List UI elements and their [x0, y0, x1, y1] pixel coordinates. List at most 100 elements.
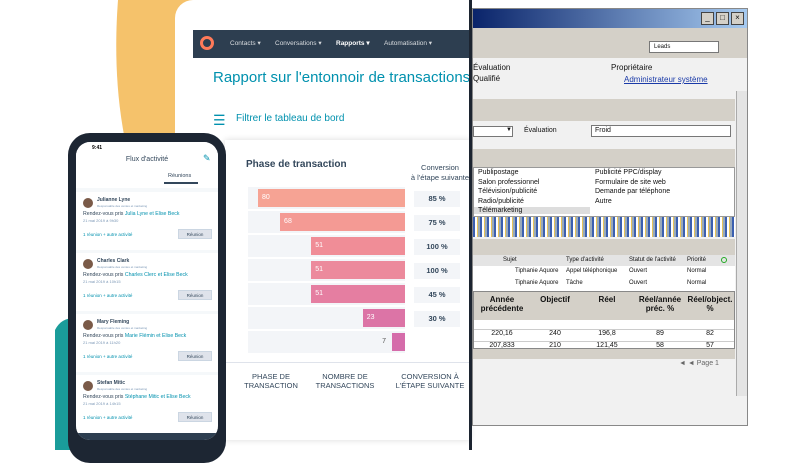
cell: Normal [687, 268, 707, 274]
funnel-label: 51 [315, 242, 324, 249]
section-band [473, 239, 735, 255]
cell: 82 [686, 329, 734, 337]
filter-icon[interactable]: ☰ [213, 112, 226, 128]
cell: Tiphanie Aquore [515, 268, 559, 274]
title-bar [473, 9, 747, 28]
funnel-row-bg [248, 331, 405, 353]
filter-link[interactable]: Filtrer le tableau de bord [236, 113, 345, 124]
lookup-select[interactable]: Leads [649, 41, 719, 53]
nav-item[interactable]: Conversations ▾ [275, 40, 322, 47]
meeting-prefix: Rendez-vous pris [83, 333, 124, 339]
divider [469, 0, 472, 450]
rating-label: Évaluation [473, 63, 511, 72]
source-item[interactable]: Autre [595, 197, 612, 205]
column-header: Statut de l'activité [629, 257, 676, 263]
rating-field-text: Froid [595, 127, 611, 134]
vscroll[interactable] [736, 91, 747, 396]
meeting-date: 21 mai 2019 à 14h15 [83, 401, 121, 406]
cell: 207,833 [474, 341, 530, 349]
contact-role: Responsable des ventes et marketing [97, 265, 148, 269]
cell: 57 [686, 341, 734, 349]
source-item[interactable]: Publipostage [478, 169, 519, 176]
rating-field[interactable]: Froid [591, 125, 731, 137]
nav-text: Contacts [230, 40, 256, 47]
select[interactable]: ▼ [473, 126, 513, 137]
column-header: Priorité [687, 257, 707, 263]
header-band [474, 292, 734, 320]
meeting-prefix: Rendez-vous pris [83, 394, 124, 400]
funnel-label: 80 [262, 194, 270, 201]
pager[interactable]: ◄ ◄ Page 1 [679, 360, 719, 367]
rating-field-label: Évaluation [524, 127, 557, 134]
close[interactable]: × [731, 12, 744, 25]
contact-role: Responsable des ventes et marketing [97, 204, 148, 208]
funnel-label: 51 [315, 290, 324, 297]
meeting-prefix: Rendez-vous pris [83, 272, 124, 278]
source-item[interactable]: Demande par téléphone [595, 188, 671, 195]
minimize[interactable]: _ [701, 12, 714, 25]
meeting-prefix: Rendez-vous pris [83, 211, 124, 217]
phone-title: Flux d'activité [125, 156, 169, 163]
activity-link[interactable]: 1 réunion + autre activité [83, 293, 133, 298]
column-header: Année précédente [480, 295, 524, 313]
conversion-label: 100 % [414, 263, 460, 279]
page-text: Page 1 [696, 360, 719, 367]
activity-link[interactable]: 1 réunion + autre activité [83, 415, 133, 420]
cell: Normal [687, 280, 707, 286]
tab-underline [164, 182, 198, 184]
funnel-bar [311, 237, 405, 255]
funnel-bar [258, 189, 405, 207]
source-item[interactable]: Publicité PPC/display [595, 169, 662, 176]
footer-label: PHASE DE TRANSACTION [244, 372, 298, 390]
meeting-button[interactable]: Réunion [178, 412, 212, 422]
source-item[interactable]: Formulaire de site web [595, 178, 666, 186]
source-item[interactable]: Radio/publicité [478, 197, 524, 205]
status-time: 9:41 [92, 145, 103, 151]
crm-window: _ □ × Leads Évaluation Qualifié Propriét… [472, 8, 748, 426]
phone-header [76, 142, 218, 188]
lookup-text: Leads [654, 44, 671, 50]
nav-text: Rapports [336, 40, 365, 47]
column-header: Objectif [540, 295, 570, 304]
column-header: Réel/année préc. % [638, 295, 682, 313]
conv-h2: à l'étape suivante [410, 173, 470, 182]
nav-item[interactable]: Rapports ▾ [336, 40, 370, 47]
funnel-label: 51 [315, 266, 324, 273]
source-item[interactable]: Télémarketing [474, 207, 590, 214]
phase-header: Phase de transaction [246, 159, 347, 170]
owner-link[interactable]: Administrateur système [624, 75, 708, 84]
conv-h1: Conversion [421, 163, 459, 172]
nav-item[interactable]: Contacts ▾ [230, 40, 261, 47]
phone-screen: 9:41 Flux d'activité ✎ Réunions Julianne… [76, 142, 218, 440]
cell: 58 [634, 341, 686, 349]
cell: 89 [634, 329, 686, 337]
compose-icon[interactable]: ✎ [203, 153, 211, 163]
meeting-text: Rendez-vous pris Stéphane Mitic et Elise… [83, 394, 191, 400]
meeting-button[interactable]: Réunion [178, 229, 212, 239]
maximize[interactable]: □ [716, 12, 729, 25]
footer-rule [225, 362, 470, 363]
hscroll[interactable] [473, 349, 735, 359]
funnel-bar [311, 261, 405, 279]
activity-link[interactable]: 1 réunion + autre activité [83, 232, 133, 237]
source-item[interactable]: Salon professionnel [478, 178, 540, 186]
meeting-button[interactable]: Réunion [178, 351, 212, 361]
contact-name: Charles Clark [97, 258, 130, 264]
meeting-date: 21 mai 2019 à 10h15 [83, 279, 121, 284]
meeting-button[interactable]: Réunion [178, 290, 212, 300]
tab[interactable]: Réunions [168, 173, 192, 179]
activity-link[interactable]: 1 réunion + autre activité [83, 354, 133, 359]
cell: 210 [530, 341, 580, 349]
meeting-text: Rendez-vous pris Charles Clerc et Elise … [83, 272, 188, 278]
meeting-people: Stéphane Mitic et Elise Beck [124, 394, 191, 400]
logo [200, 36, 214, 50]
source-item[interactable]: Télévision/publicité [478, 188, 538, 195]
nav-item[interactable]: Automatisation ▾ [384, 40, 433, 47]
meeting-people: Marie Flémin et Elise Beck [124, 333, 187, 339]
contact-name: Stefan Mitic [97, 380, 126, 386]
rating-value: Qualifié [473, 74, 501, 83]
avatar [83, 198, 93, 208]
column-header: Sujet [503, 257, 517, 263]
source-list[interactable]: Publipostage Salon professionnel Télévisio… [473, 167, 735, 217]
conversion-header: Conversion à l'étape suivante [410, 163, 470, 183]
